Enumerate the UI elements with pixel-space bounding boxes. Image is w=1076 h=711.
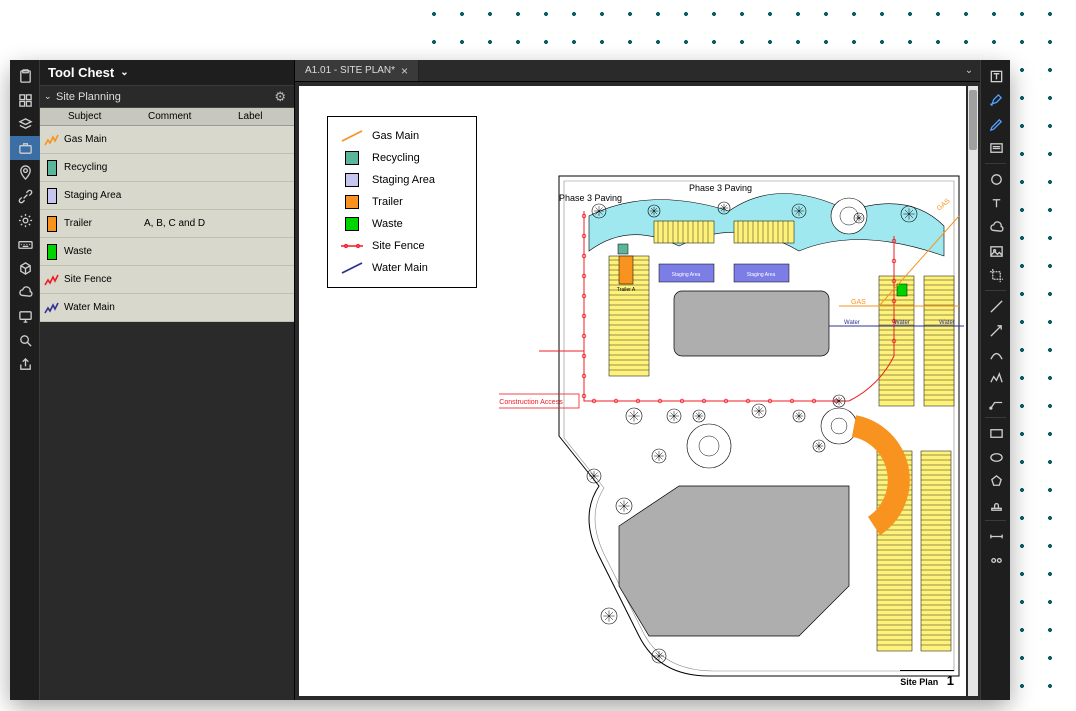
tool-row[interactable]: Recycling [40,154,294,182]
vertical-scrollbar[interactable] [968,86,978,696]
app-window: Tool Chest ⌄ ⌄ Site Planning ⚙ Subject C… [10,60,1010,700]
location-icon[interactable] [10,160,40,184]
section-title: Site Planning [56,91,121,103]
count-tool-icon[interactable] [981,548,1011,572]
tool-row[interactable]: Site Fence [40,266,294,294]
stamp-tool-icon[interactable] [981,493,1011,517]
svg-text:Water: Water [939,320,955,326]
layers-icon[interactable] [10,112,40,136]
col-label: Label [234,111,294,122]
cube-icon[interactable] [10,256,40,280]
note-tool-icon[interactable] [981,136,1011,160]
svg-text:Staging Area: Staging Area [672,272,701,278]
svg-text:Water: Water [844,320,860,326]
legend-item: Waste [338,213,466,235]
svg-text:GAS: GAS [936,197,952,212]
legend-item: Staging Area [338,169,466,191]
drawing-canvas[interactable]: Gas MainRecyclingStaging AreaTrailerWast… [299,86,966,696]
svg-text:Staging Area: Staging Area [747,272,776,278]
canvas-wrap: Gas MainRecyclingStaging AreaTrailerWast… [295,82,980,700]
grid-icon[interactable] [10,88,40,112]
legend-item: Recycling [338,147,466,169]
tab-dropdown[interactable]: ⌄ [958,60,980,81]
tool-row[interactable]: Gas Main [40,126,294,154]
share-icon[interactable] [10,352,40,376]
document-tab[interactable]: A1.01 - SITE PLAN* × [295,60,419,81]
tool-row[interactable]: Water Main [40,294,294,322]
left-toolbar [10,60,40,700]
callout-tool-icon[interactable] [981,390,1011,414]
gear-icon[interactable]: ⚙ [274,89,286,105]
svg-text:Construction Access: Construction Access [499,399,563,406]
rect-tool-icon[interactable] [981,421,1011,445]
highlight-tool-icon[interactable] [981,88,1011,112]
tool-rows: Gas MainRecyclingStaging AreaTrailerA, B… [40,126,294,322]
crop-tool-icon[interactable] [981,263,1011,287]
ellipse-tool-icon[interactable] [981,445,1011,469]
tool-row[interactable]: TrailerA, B, C and D [40,210,294,238]
arc-tool-icon[interactable] [981,342,1011,366]
legend-item: Gas Main [338,125,466,147]
monitor-icon[interactable] [10,304,40,328]
text-tool-icon[interactable] [981,64,1011,88]
column-headers: Subject Comment Label [40,108,294,126]
keyboard-icon[interactable] [10,232,40,256]
chevron-down-icon: ⌄ [44,91,56,102]
sheet-number: 1 [947,673,954,688]
tool-row[interactable]: Waste [40,238,294,266]
tab-bar: A1.01 - SITE PLAN* × ⌄ [295,60,980,82]
tool-chest-icon[interactable] [10,136,40,160]
sheet-title: Site Plan [900,677,938,687]
arrow-tool-icon[interactable] [981,318,1011,342]
tool-chest-panel: Tool Chest ⌄ ⌄ Site Planning ⚙ Subject C… [40,60,295,700]
panel-title: Tool Chest [48,65,114,80]
cloud-icon[interactable] [10,280,40,304]
main-area: A1.01 - SITE PLAN* × ⌄ Gas MainRecycling… [295,60,980,700]
link-icon[interactable] [10,184,40,208]
svg-text:Phase 3 Paving: Phase 3 Paving [559,193,622,203]
legend-item: Water Main [338,257,466,279]
svg-text:GAS: GAS [851,299,866,306]
col-subject: Subject [64,111,144,122]
clipboard-icon[interactable] [10,64,40,88]
site-plan: Staging Area Staging Area Trailer A GAS GAS W… [499,156,966,686]
svg-text:Trailer A: Trailer A [617,287,636,293]
legend-item: Trailer [338,191,466,213]
section-header[interactable]: ⌄ Site Planning ⚙ [40,86,294,108]
tool-row[interactable]: Staging Area [40,182,294,210]
image-tool-icon[interactable] [981,239,1011,263]
chevron-down-icon: ⌄ [120,67,128,78]
close-icon[interactable]: × [401,64,408,78]
pen-tool-icon[interactable] [981,112,1011,136]
settings-icon[interactable] [10,208,40,232]
sheet-footer: Site Plan 1 [900,670,954,688]
col-comment: Comment [144,111,234,122]
scrollbar-thumb[interactable] [969,90,977,150]
shape-tool-icon[interactable] [981,167,1011,191]
search-icon[interactable] [10,328,40,352]
text-annot-icon[interactable] [981,191,1011,215]
line-tool-icon[interactable] [981,294,1011,318]
panel-header[interactable]: Tool Chest ⌄ [40,60,294,86]
measure-tool-icon[interactable] [981,524,1011,548]
cloud-tool-icon[interactable] [981,215,1011,239]
svg-text:Water: Water [894,320,910,326]
legend-item: Site Fence [338,235,466,257]
polygon-tool-icon[interactable] [981,469,1011,493]
svg-text:Phase 3 Paving: Phase 3 Paving [689,183,752,193]
legend-box: Gas MainRecyclingStaging AreaTrailerWast… [327,116,477,288]
polyline-tool-icon[interactable] [981,366,1011,390]
tab-label: A1.01 - SITE PLAN* [305,65,395,76]
right-toolbar [980,60,1010,700]
